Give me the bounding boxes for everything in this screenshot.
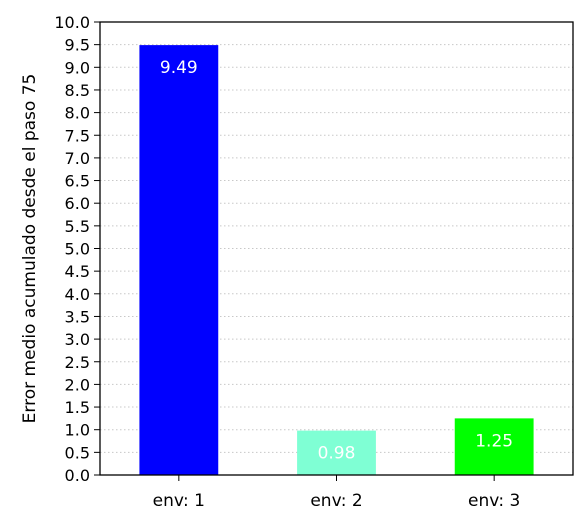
y-tick-label: 6.5 [65, 172, 90, 191]
gridlines [100, 44, 573, 453]
y-tick-label: 4.0 [65, 285, 90, 304]
y-tick-label: 3.5 [65, 307, 90, 326]
y-tick-label: 1.0 [65, 421, 90, 440]
bars [139, 45, 534, 476]
y-tick-label: 9.5 [65, 36, 90, 55]
y-tick-label: 8.0 [65, 104, 90, 123]
bar-value-labels: 9.49 0.98 1.25 [160, 58, 513, 464]
y-tick-label: 2.0 [65, 375, 90, 394]
bar-1 [139, 45, 219, 476]
y-tick-label: 6.0 [65, 194, 90, 213]
y-axis-label: Error medio acumulado desde el paso 75 [20, 74, 40, 424]
x-tick-label: env: 3 [468, 491, 520, 511]
y-tick-label: 0.5 [65, 443, 90, 462]
y-tick-label: 1.5 [65, 398, 90, 417]
y-tick-label: 8.5 [65, 81, 90, 100]
x-tick-label: env: 2 [310, 491, 362, 511]
y-tick-label: 0.0 [65, 466, 90, 485]
y-tick-label: 10.0 [54, 13, 90, 32]
y-tick-label: 3.0 [65, 330, 90, 349]
bar-2 [297, 430, 376, 475]
y-axis-ticks: 0.0 0.5 1.0 1.5 2.0 2.5 3.0 3.5 4.0 4.5 5.0 5.5 6.0 6… [54, 13, 100, 485]
x-tick-label: env: 1 [153, 491, 205, 511]
bar-value-label: 9.49 [160, 58, 198, 78]
bar-value-label: 1.25 [475, 431, 513, 451]
y-tick-label: 5.5 [65, 217, 90, 236]
y-tick-label: 4.5 [65, 262, 90, 281]
y-tick-label: 2.5 [65, 353, 90, 372]
bar-value-label: 0.98 [318, 444, 356, 464]
bar-3 [454, 418, 534, 475]
y-tick-label: 7.5 [65, 126, 90, 145]
y-tick-label: 5.0 [65, 240, 90, 259]
x-axis-ticks: env: 1 env: 2 env: 3 [153, 475, 520, 511]
y-tick-label: 7.0 [65, 149, 90, 168]
y-tick-label: 9.0 [65, 58, 90, 77]
